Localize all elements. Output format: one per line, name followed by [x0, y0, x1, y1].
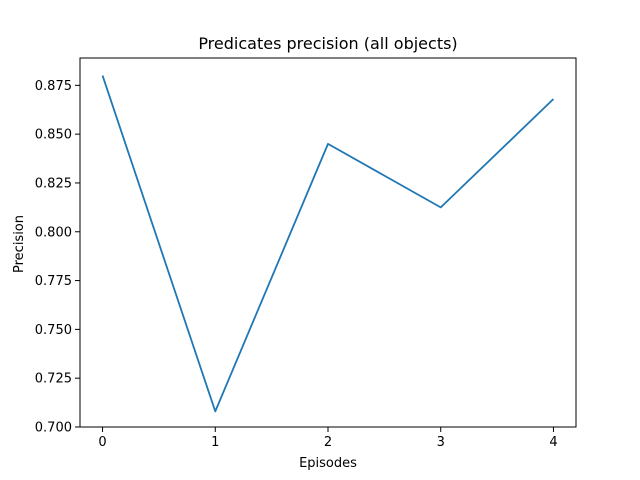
y-axis: 0.700 0.725 0.750 0.775 0.800 0.825 0.850 0.875	[35, 79, 80, 436]
series-group	[101, 75, 555, 413]
y-tick-label: 0.775	[35, 274, 72, 289]
x-tick-label: 2	[324, 435, 332, 450]
plot-frame	[79, 57, 577, 428]
y-tick-label: 0.750	[35, 323, 72, 338]
y-tick-label: 0.825	[35, 176, 72, 191]
chart-title: Predicates precision (all objects)	[198, 34, 457, 53]
y-tick-label: 0.700	[35, 421, 72, 436]
y-tick-label: 0.850	[35, 128, 72, 143]
y-tick-label: 0.725	[35, 372, 72, 387]
plot-area	[79, 57, 577, 428]
series-line	[101, 75, 555, 413]
y-tick-label: 0.800	[35, 225, 72, 240]
x-axis-label: Episodes	[299, 456, 357, 471]
x-tick-label: 0	[98, 435, 106, 450]
x-tick-label: 3	[437, 435, 445, 450]
x-axis: 0 1 2 3 4	[98, 427, 558, 450]
x-tick-label: 1	[211, 435, 219, 450]
x-tick-label: 4	[549, 435, 557, 450]
y-axis-label: Precision	[12, 215, 27, 273]
y-tick-label: 0.875	[35, 79, 72, 94]
